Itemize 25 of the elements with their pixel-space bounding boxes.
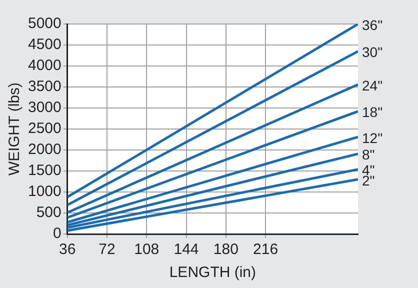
y-tick-label: 1500 — [28, 162, 62, 180]
series-label: 36" — [362, 16, 383, 33]
y-tick-label: 1000 — [28, 183, 62, 200]
x-tick-label: 144 — [174, 241, 199, 258]
x-tick-label: 180 — [213, 241, 238, 258]
y-tick-label: 4000 — [28, 57, 62, 74]
y-tick-label: 2500 — [28, 120, 62, 138]
series-label: 24" — [362, 77, 383, 94]
y-tick-label: 3000 — [28, 99, 62, 116]
y-tick-label: 0 — [53, 225, 62, 242]
y-tick-label: 4500 — [28, 36, 62, 54]
series-label: 12" — [362, 130, 383, 146]
series-label: 30" — [362, 44, 383, 60]
y-tick-label: 2000 — [28, 141, 62, 158]
y-tick-label: 500 — [36, 204, 62, 222]
y-tick-label: 3500 — [28, 78, 62, 96]
y-tick-label: 5000 — [28, 15, 62, 32]
x-tick-label: 216 — [253, 241, 278, 258]
x-tick-label: 108 — [134, 241, 160, 258]
x-tick-label: 72 — [98, 241, 116, 258]
x-tick-label: 36 — [59, 241, 76, 258]
series-label: 8" — [362, 146, 375, 163]
series-label: 18" — [362, 104, 383, 120]
x-axis-title: LENGTH (in) — [169, 264, 256, 282]
y-axis-title: WEIGHT (lbs) — [6, 82, 24, 176]
